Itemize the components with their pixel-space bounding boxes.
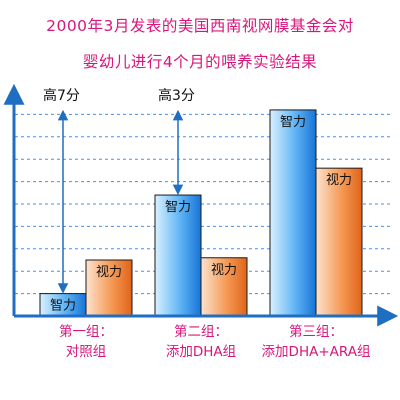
category-label-line: 第二组：	[174, 324, 228, 340]
category-label-line: 第三组：	[289, 324, 343, 340]
bar	[85, 259, 133, 317]
bar-label: 智力	[280, 115, 306, 130]
difference-label: 高7分	[43, 87, 80, 104]
category-label-line: 第一组：	[59, 324, 113, 340]
bar	[200, 257, 248, 317]
category-label: 第二组： 添加DHA组	[146, 322, 256, 362]
chart-title-line-1: 2000年3月发表的美国西南视网膜基金会对	[46, 17, 354, 35]
category-label-line: 添加DHA组	[165, 344, 237, 360]
bar-label: 视力	[96, 265, 122, 280]
category-label: 第三组： 添加DHA+ARA组	[261, 322, 371, 362]
chart-title-line-2: 婴幼儿进行4个月的喂养实验结果	[82, 53, 318, 71]
bar-label: 智力	[50, 299, 76, 314]
bar	[315, 167, 363, 317]
bar-label: 智力	[165, 200, 191, 215]
bar	[269, 109, 317, 317]
category-label-line: 对照组	[65, 344, 107, 360]
bar-label: 视力	[211, 263, 237, 278]
category-label: 第一组： 对照组	[31, 322, 141, 362]
bar	[154, 194, 202, 317]
category-label-line: 添加DHA+ARA组	[261, 344, 371, 360]
bar-label: 视力	[326, 173, 352, 188]
difference-label: 高3分	[158, 87, 195, 104]
